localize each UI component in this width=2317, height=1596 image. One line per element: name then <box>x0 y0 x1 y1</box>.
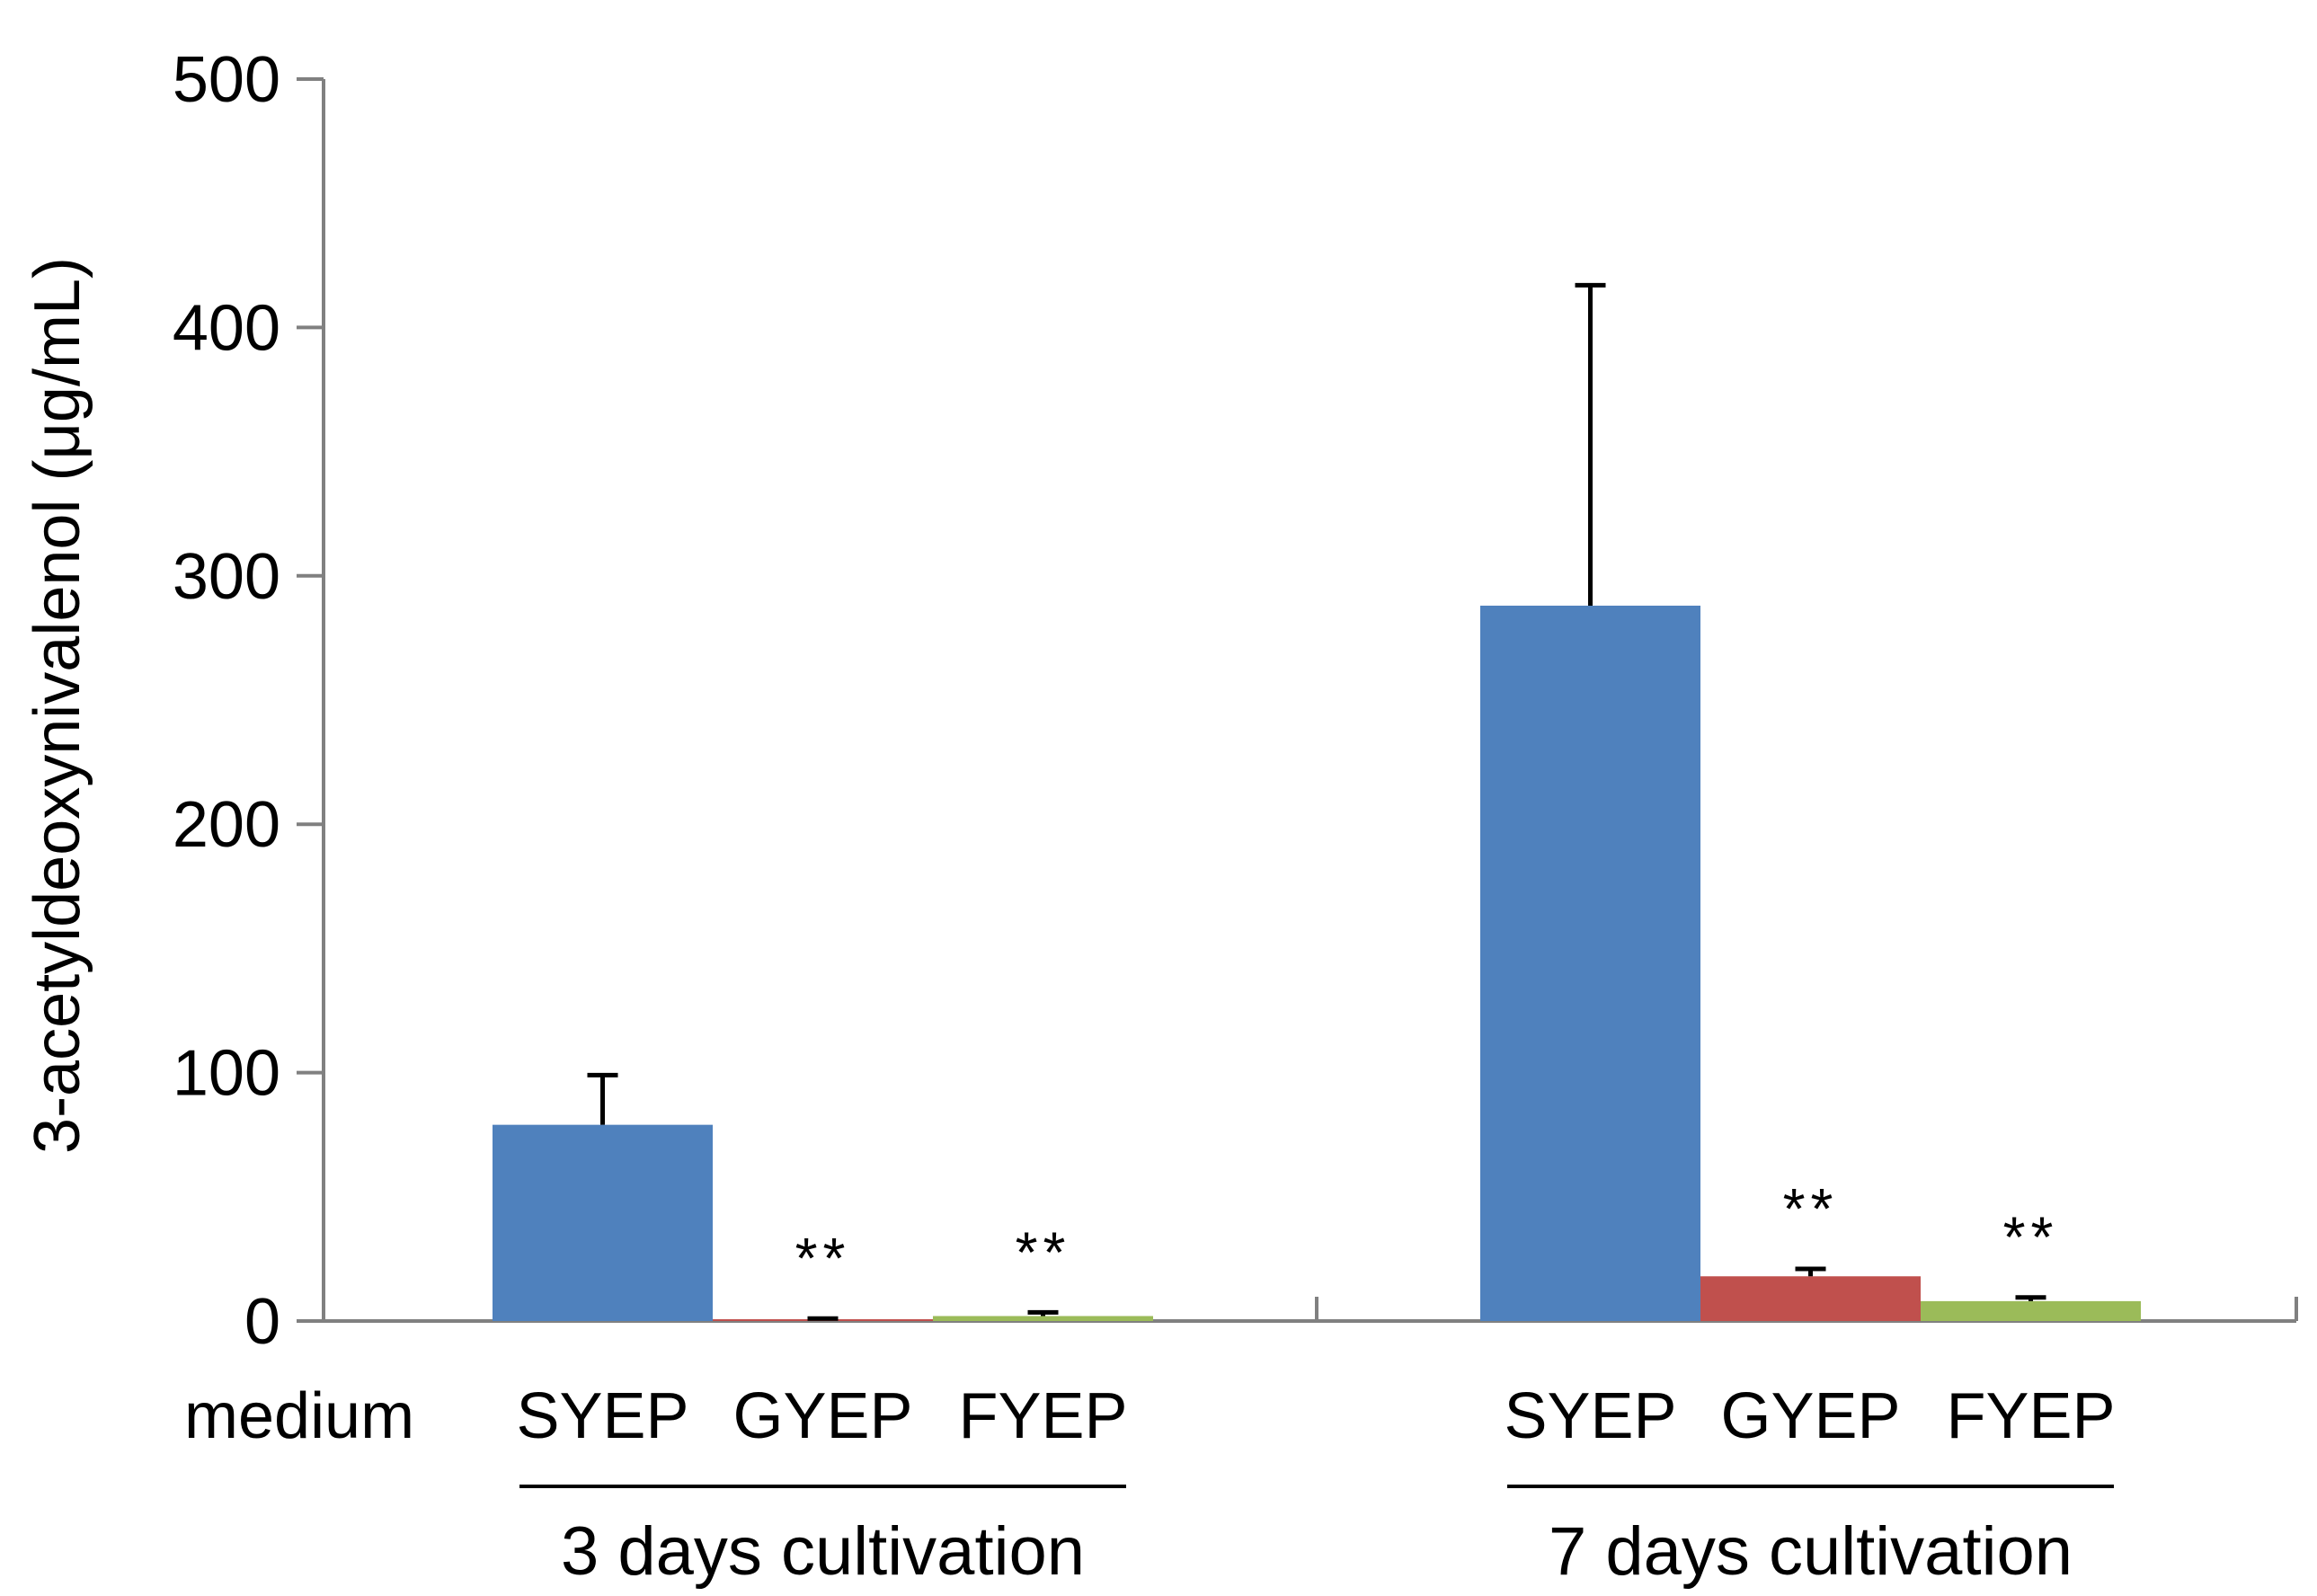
category-label: FYEP <box>1946 1380 2115 1452</box>
medium-row-label: medium <box>184 1380 414 1452</box>
bar-syep <box>493 1124 713 1321</box>
y-axis-title: 3-acetyldeoxynivalenol (μg/mL) <box>22 257 93 1154</box>
significance-marker: ** <box>1016 1219 1071 1284</box>
y-tick-label: 200 <box>173 789 280 861</box>
category-label: SYEP <box>1504 1380 1676 1452</box>
category-label: FYEP <box>958 1380 1127 1452</box>
significance-marker: ** <box>795 1226 851 1290</box>
group-label: 3 days cultivation <box>561 1513 1085 1590</box>
bar-fyep <box>933 1316 1153 1321</box>
category-label: GYEP <box>1720 1380 1900 1452</box>
y-tick-label: 500 <box>173 44 280 116</box>
bar-fyep <box>1921 1300 2141 1321</box>
y-tick-label: 100 <box>173 1038 280 1110</box>
bar-gyep <box>1700 1276 1921 1321</box>
significance-marker: ** <box>1783 1176 1839 1241</box>
group-label: 7 days cultivation <box>1549 1513 2073 1590</box>
y-tick-label: 300 <box>173 541 280 613</box>
y-tick-label: 0 <box>244 1286 280 1358</box>
significance-marker: ** <box>2003 1205 2059 1270</box>
y-tick-label: 400 <box>173 292 280 364</box>
category-label: GYEP <box>732 1380 912 1452</box>
category-label: SYEP <box>516 1380 688 1452</box>
bar-syep <box>1480 605 1700 1321</box>
